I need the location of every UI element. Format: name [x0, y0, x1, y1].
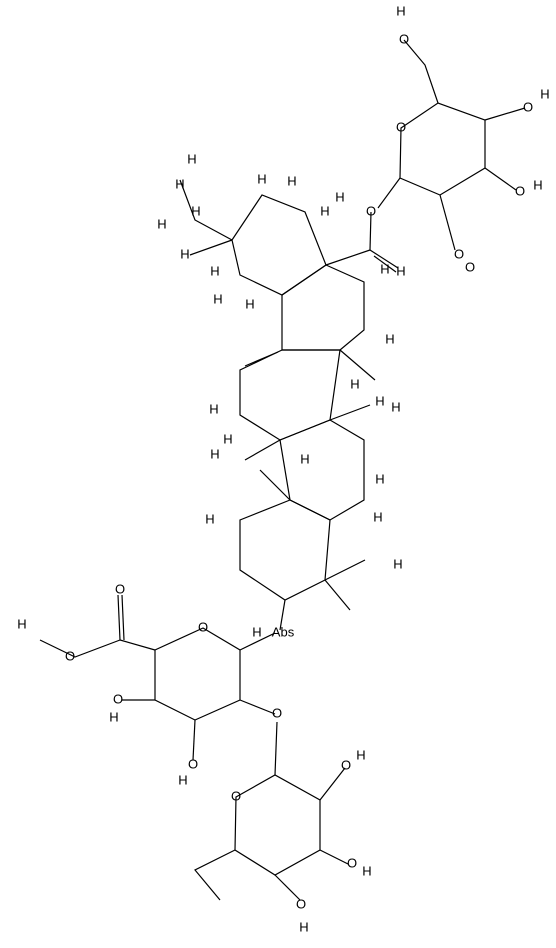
atom-label: H — [178, 772, 187, 787]
atom-label: O — [198, 619, 208, 634]
atom-label: H — [375, 471, 384, 486]
atom-label: H — [373, 509, 382, 524]
atom-label: H — [245, 296, 254, 311]
atom-label: H — [210, 263, 219, 278]
atom-label: O — [515, 183, 525, 198]
atom-label: O — [341, 757, 351, 772]
atom-label: H — [396, 263, 405, 278]
atom-label: Abs — [272, 624, 295, 639]
atom-label: O — [399, 31, 409, 46]
atom-label: H — [252, 624, 261, 639]
atom-label: H — [287, 173, 296, 188]
atom-label: O — [454, 246, 464, 261]
atom-label: H — [380, 261, 389, 276]
atom-label: O — [366, 203, 376, 218]
atom-label: O — [188, 756, 198, 771]
atom-label: H — [335, 189, 344, 204]
atom-label: H — [393, 556, 402, 571]
atom-label: O — [231, 788, 241, 803]
atom-label: H — [175, 176, 184, 191]
atom-label: H — [356, 747, 365, 762]
atom-label: O — [347, 855, 357, 870]
atom-label: H — [213, 291, 222, 306]
atom-label: H — [17, 616, 26, 631]
atom-label: H — [396, 3, 405, 18]
atom-label: H — [300, 451, 309, 466]
atom-label: H — [362, 863, 371, 878]
atom-label: H — [540, 86, 549, 101]
bonds — [39, 39, 526, 901]
atom-label: H — [157, 216, 166, 231]
atom-label: O — [115, 581, 125, 596]
atom-label: H — [223, 431, 232, 446]
atom-label: O — [113, 691, 123, 706]
atom-label: H — [299, 919, 308, 934]
atom-label: H — [385, 331, 394, 346]
atom-label: O — [465, 259, 475, 274]
atom-label: O — [272, 705, 282, 720]
atom-label: O — [396, 119, 406, 134]
atom-label: H — [180, 246, 189, 261]
atom-label: O — [296, 896, 306, 911]
atom-label: H — [533, 177, 542, 192]
atom-label: H — [191, 203, 200, 218]
atom-label: H — [205, 511, 214, 526]
atom-label: H — [320, 203, 329, 218]
atom-label: H — [210, 446, 219, 461]
atom-label: H — [257, 171, 266, 186]
atom-label: H — [350, 376, 359, 391]
atom-label: H — [375, 393, 384, 408]
atom-label: H — [391, 399, 400, 414]
atom-label: H — [209, 401, 218, 416]
atom-label: O — [65, 648, 75, 663]
atom-label: O — [523, 99, 533, 114]
atom-label: H — [187, 151, 196, 166]
atom-label: H — [109, 709, 118, 724]
